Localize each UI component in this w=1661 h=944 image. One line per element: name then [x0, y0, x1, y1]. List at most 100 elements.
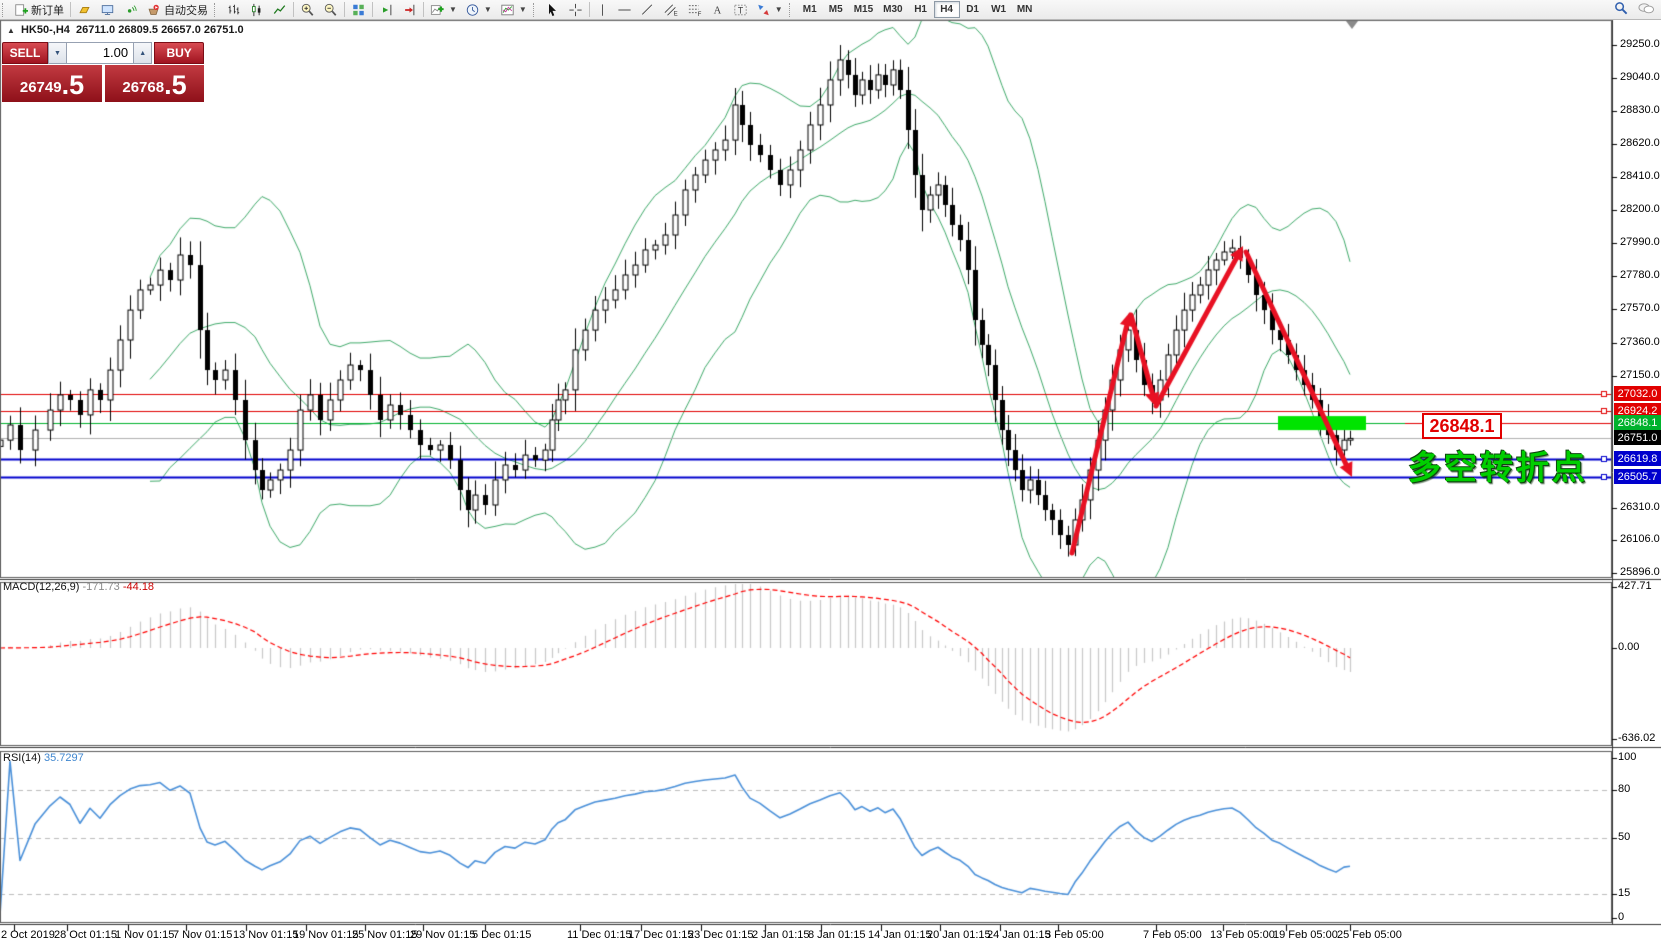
- market-watch-button[interactable]: [73, 1, 96, 18]
- dropdown-caret-icon: ▼: [774, 5, 783, 14]
- line-chart-button[interactable]: [268, 1, 291, 18]
- tf-button-d1[interactable]: D1: [960, 1, 986, 18]
- svg-text:F: F: [697, 11, 701, 17]
- crosshair-icon: [568, 3, 583, 17]
- macd-tick-label: 0.00: [1618, 641, 1640, 653]
- tf-button-w1[interactable]: W1: [986, 1, 1012, 18]
- time-tick-label: 2 Jan 01:15: [752, 929, 810, 941]
- price-flag-26848[interactable]: 26848.1: [1422, 413, 1502, 439]
- zoom-in-button[interactable]: [296, 1, 319, 18]
- time-tick-label: 8 Jan 01:15: [808, 929, 866, 941]
- macd-tick-label: -636.02: [1618, 731, 1656, 744]
- symbol-triangle-icon: ▲: [7, 26, 15, 35]
- price-level-label: 27032.0: [1614, 386, 1661, 402]
- signal-button[interactable]: [119, 1, 142, 18]
- cursor-button[interactable]: [541, 1, 564, 18]
- tile-windows-button[interactable]: [347, 1, 370, 18]
- sell-button[interactable]: SELL: [2, 42, 48, 64]
- tf-button-m1[interactable]: M1: [797, 1, 823, 18]
- arrows-tool-icon: [756, 3, 771, 17]
- time-tick-label: 2 Oct 2019: [1, 929, 55, 941]
- gold-icon: [77, 3, 92, 17]
- price-tick-label: 28200.0: [1620, 203, 1660, 216]
- time-tick-label: 13 Feb 05:00: [1210, 929, 1275, 941]
- toolbar-grip[interactable]: [214, 2, 220, 17]
- tf-button-m5[interactable]: M5: [823, 1, 849, 18]
- trendline-button[interactable]: [636, 1, 659, 18]
- toolbar-grip[interactable]: [788, 2, 795, 17]
- tf-button-m15[interactable]: M15: [849, 1, 878, 18]
- ohlc-low: 26657.0: [161, 24, 201, 36]
- price-level-label: 26505.7: [1614, 469, 1661, 485]
- timeframe-toolbar: M1 M5 M15 M30 H1 H4 D1 W1 MN: [797, 1, 1038, 18]
- tf-button-h1[interactable]: H1: [908, 1, 934, 18]
- tf-button-m30[interactable]: M30: [878, 1, 907, 18]
- buy-price-main: 26768: [122, 79, 165, 96]
- toolbar-grip[interactable]: [532, 2, 539, 17]
- volume-input[interactable]: 1.00: [67, 42, 134, 64]
- autotrading-button[interactable]: 自动交易: [142, 1, 212, 18]
- crosshair-button[interactable]: [564, 1, 587, 18]
- new-order-icon: [14, 3, 28, 17]
- dropdown-caret-icon: ▼: [483, 5, 492, 14]
- price-tick-label: 27570.0: [1620, 302, 1660, 315]
- dropdown-caret-icon: ▼: [449, 5, 457, 14]
- svg-text:T: T: [738, 5, 744, 15]
- price-tick-label: 26310.0: [1620, 500, 1660, 513]
- rsi-tick-label: 80: [1618, 783, 1631, 795]
- dropdown-caret-icon: ▼: [518, 5, 527, 14]
- tf-button-mn[interactable]: MN: [1012, 1, 1038, 18]
- buy-button[interactable]: BUY: [154, 42, 204, 64]
- time-tick-label: 7 Nov 01:15: [173, 929, 233, 941]
- volume-increase-button[interactable]: ▲: [133, 42, 153, 64]
- templates-button[interactable]: ▼: [496, 1, 531, 18]
- rsi-tick-label: 50: [1618, 831, 1631, 843]
- volume-decrease-button[interactable]: ▼: [47, 42, 68, 64]
- time-tick-label: 23 Dec 01:15: [688, 929, 754, 941]
- price-tick-label: 26106.0: [1620, 532, 1660, 545]
- time-tick-label: 29 Nov 01:15: [410, 929, 476, 941]
- chart-shift-button[interactable]: [398, 1, 421, 18]
- fibonacci-button[interactable]: F: [683, 1, 707, 18]
- zoom-in-icon: [300, 3, 315, 17]
- ohlc-close: 26751.0: [203, 24, 244, 36]
- time-tick-label: 24 Jan 01:15: [987, 929, 1051, 941]
- equidistant-channel-button[interactable]: E: [659, 1, 683, 18]
- horizontal-line-button[interactable]: [613, 1, 636, 18]
- price-tick-label: 27150.0: [1620, 368, 1660, 381]
- periods-button[interactable]: ▼: [461, 1, 496, 18]
- signal-icon: [123, 3, 138, 17]
- monitor-icon: [100, 3, 115, 17]
- terminal-button[interactable]: [96, 1, 119, 18]
- rsi-value: 35.7297: [43, 752, 84, 764]
- autotrading-icon: [146, 3, 161, 17]
- text-label-button[interactable]: T: [729, 1, 752, 18]
- ohlc-high: 26809.5: [118, 24, 158, 36]
- price-tick-label: 28620.0: [1620, 137, 1660, 150]
- bar-chart-button[interactable]: [222, 1, 245, 18]
- zoom-out-button[interactable]: [319, 1, 342, 18]
- buy-price[interactable]: 26768.5: [105, 65, 204, 102]
- indicators-button[interactable]: ▼: [426, 1, 461, 18]
- one-click-trading-panel: SELL ▼ 1.00 ▲ BUY 26749.5 26768.5: [2, 42, 204, 102]
- time-tick-label: 11 Dec 01:15: [567, 929, 632, 941]
- new-order-button[interactable]: 新订单: [10, 1, 68, 18]
- candlestick-button[interactable]: [245, 1, 268, 18]
- vertical-line-button[interactable]: [592, 1, 613, 18]
- time-tick-label: 19 Feb 05:00: [1273, 929, 1338, 941]
- toolbar-grip[interactable]: [2, 2, 8, 17]
- price-tick-label: 29040.0: [1620, 71, 1660, 84]
- time-tick-label: 3 Feb 05:00: [1045, 929, 1104, 941]
- arrows-tool-button[interactable]: ▼: [752, 1, 787, 18]
- text-button[interactable]: A: [707, 1, 729, 18]
- autotrading-label: 自动交易: [164, 4, 208, 17]
- sell-price[interactable]: 26749.5: [2, 65, 102, 102]
- text-icon: A: [711, 3, 725, 17]
- search-icon[interactable]: [1613, 1, 1629, 19]
- rsi-name: RSI(14): [3, 752, 41, 764]
- tf-button-h4[interactable]: H4: [933, 1, 960, 18]
- time-tick-label: 28 Oct 01:15: [54, 929, 117, 941]
- chat-icon[interactable]: [1637, 1, 1655, 19]
- auto-scroll-button[interactable]: [375, 1, 398, 18]
